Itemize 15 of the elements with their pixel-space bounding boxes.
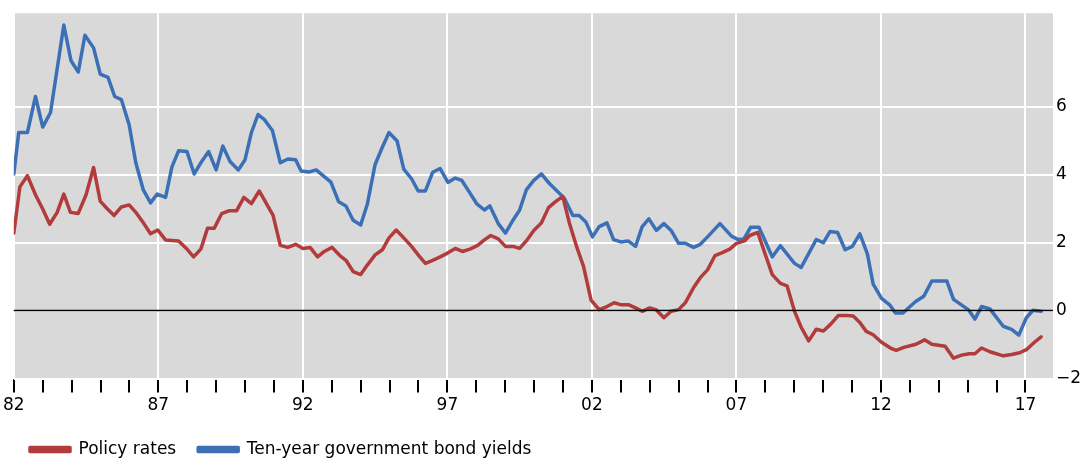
x-tick-label: 17 [1014, 394, 1037, 415]
x-tick-label: 82 [3, 394, 25, 415]
x-tick-label: 87 [147, 394, 170, 415]
y-tick-label: 2 [1055, 231, 1067, 252]
y-tick-label: −2 [1055, 367, 1081, 388]
x-tick-label: 97 [436, 394, 459, 415]
x-tick-label: 92 [292, 394, 314, 415]
x-tick-label: 12 [870, 394, 892, 415]
y-tick-label: 6 [1055, 95, 1067, 116]
x-tick-label: 07 [725, 394, 748, 415]
x-tick-label: 02 [581, 394, 603, 415]
y-tick-label: 0 [1055, 299, 1067, 320]
legend-label: Policy rates [78, 437, 177, 458]
legend-label: Ten-year government bond yields [245, 437, 532, 458]
y-tick-label: 4 [1055, 163, 1067, 184]
